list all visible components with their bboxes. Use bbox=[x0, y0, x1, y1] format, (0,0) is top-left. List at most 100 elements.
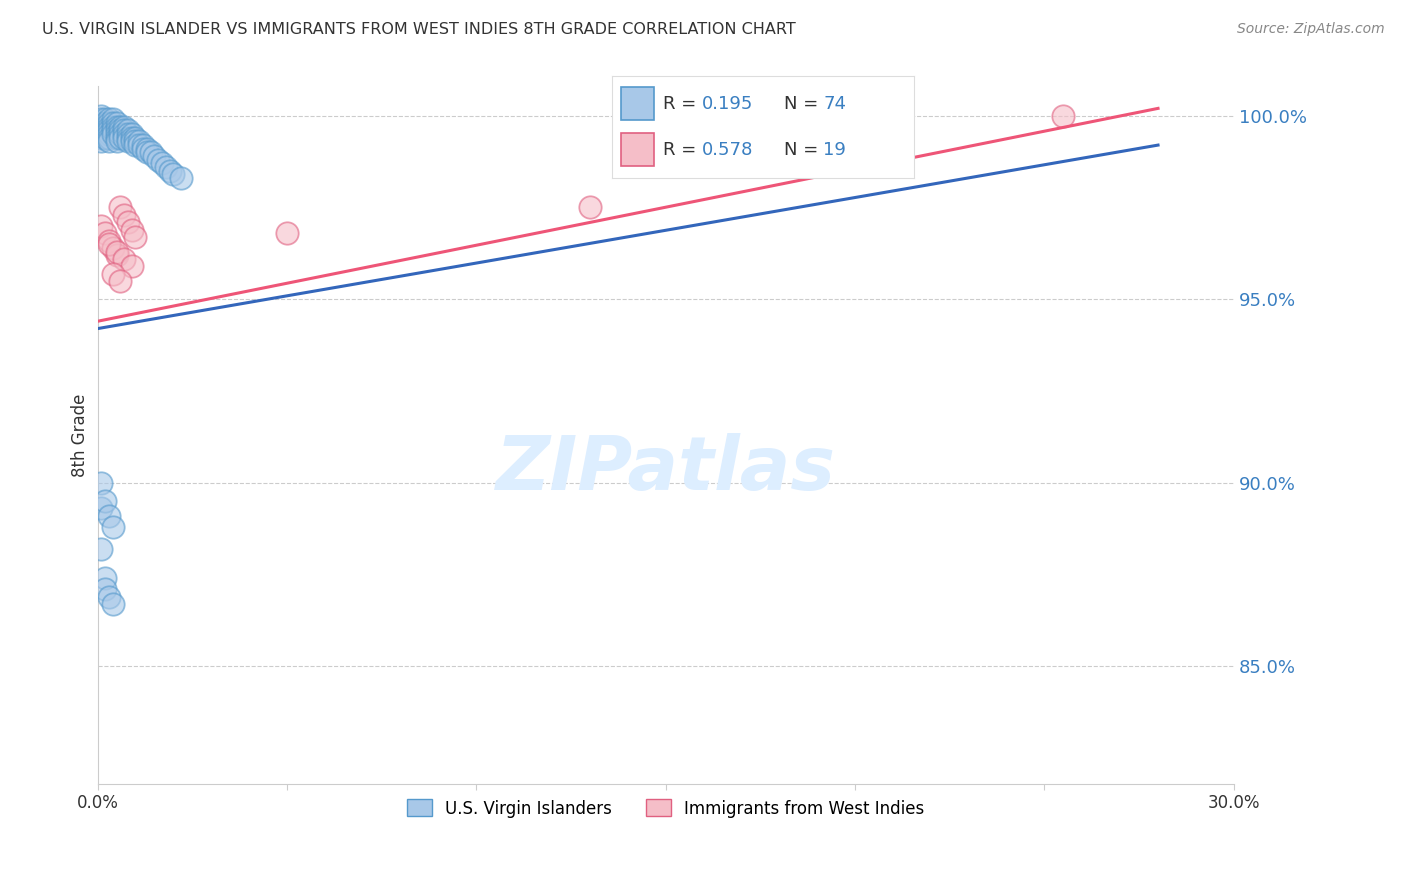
Point bbox=[112, 252, 135, 266]
Point bbox=[135, 145, 157, 160]
Text: N =: N = bbox=[785, 141, 824, 159]
Point bbox=[90, 541, 112, 556]
Point bbox=[94, 116, 117, 130]
Y-axis label: 8th Grade: 8th Grade bbox=[72, 393, 89, 476]
Point bbox=[110, 274, 132, 288]
Bar bbox=[620, 87, 654, 120]
Point bbox=[101, 127, 124, 141]
Point bbox=[105, 120, 128, 134]
Point bbox=[112, 123, 135, 137]
Point bbox=[105, 135, 128, 149]
Point bbox=[139, 145, 162, 160]
Point bbox=[124, 130, 146, 145]
Point bbox=[143, 149, 166, 163]
Text: N =: N = bbox=[785, 95, 824, 112]
Point bbox=[159, 163, 181, 178]
Point bbox=[117, 135, 139, 149]
Point bbox=[124, 230, 146, 244]
Point bbox=[94, 120, 117, 134]
Text: 0.578: 0.578 bbox=[703, 141, 754, 159]
Point bbox=[97, 120, 120, 134]
Bar bbox=[620, 133, 654, 166]
Point bbox=[94, 112, 117, 127]
Point bbox=[117, 123, 139, 137]
Point bbox=[121, 222, 143, 236]
Text: R =: R = bbox=[664, 141, 702, 159]
Point bbox=[94, 226, 117, 240]
Point bbox=[110, 120, 132, 134]
Point bbox=[90, 120, 112, 134]
Point bbox=[97, 237, 120, 252]
Point bbox=[90, 219, 112, 233]
Point bbox=[94, 571, 117, 585]
Point bbox=[97, 135, 120, 149]
Point bbox=[579, 201, 602, 215]
Point bbox=[112, 208, 135, 222]
Point bbox=[105, 116, 128, 130]
Text: R =: R = bbox=[664, 95, 702, 112]
Point bbox=[110, 201, 132, 215]
Point bbox=[117, 127, 139, 141]
Point bbox=[124, 138, 146, 153]
Point bbox=[101, 112, 124, 127]
Point bbox=[121, 130, 143, 145]
Point bbox=[94, 582, 117, 597]
Point bbox=[101, 241, 124, 255]
Point bbox=[155, 160, 177, 174]
Point bbox=[105, 123, 128, 137]
Point bbox=[121, 259, 143, 273]
Point bbox=[90, 112, 112, 127]
Point bbox=[124, 135, 146, 149]
Point bbox=[90, 501, 112, 516]
Point bbox=[146, 153, 169, 167]
Point bbox=[97, 508, 120, 523]
Point bbox=[105, 244, 128, 259]
Point bbox=[112, 120, 135, 134]
Point bbox=[90, 116, 112, 130]
Text: 74: 74 bbox=[824, 95, 846, 112]
Point bbox=[101, 597, 124, 611]
Point bbox=[94, 494, 117, 508]
Point bbox=[105, 127, 128, 141]
Point bbox=[101, 116, 124, 130]
Legend: U.S. Virgin Islanders, Immigrants from West Indies: U.S. Virgin Islanders, Immigrants from W… bbox=[401, 793, 931, 824]
Point bbox=[105, 248, 128, 262]
Point bbox=[105, 130, 128, 145]
Point bbox=[276, 226, 298, 240]
Point bbox=[128, 138, 150, 153]
Point bbox=[101, 120, 124, 134]
Point bbox=[121, 127, 143, 141]
Point bbox=[101, 520, 124, 534]
Point bbox=[94, 123, 117, 137]
Point bbox=[110, 127, 132, 141]
Point bbox=[90, 123, 112, 137]
Point bbox=[97, 112, 120, 127]
Point bbox=[112, 127, 135, 141]
Point bbox=[97, 127, 120, 141]
Point bbox=[97, 123, 120, 137]
Point bbox=[128, 135, 150, 149]
Point bbox=[132, 142, 155, 156]
Point bbox=[110, 123, 132, 137]
Point bbox=[90, 130, 112, 145]
Text: 0.195: 0.195 bbox=[703, 95, 754, 112]
Point bbox=[135, 142, 157, 156]
Text: Source: ZipAtlas.com: Source: ZipAtlas.com bbox=[1237, 22, 1385, 37]
Point bbox=[90, 475, 112, 490]
Point bbox=[121, 135, 143, 149]
Point bbox=[97, 234, 120, 248]
Point bbox=[1052, 109, 1074, 123]
Point bbox=[117, 130, 139, 145]
Point bbox=[110, 130, 132, 145]
Point bbox=[162, 168, 184, 182]
Point bbox=[97, 130, 120, 145]
Point bbox=[101, 267, 124, 281]
Text: U.S. VIRGIN ISLANDER VS IMMIGRANTS FROM WEST INDIES 8TH GRADE CORRELATION CHART: U.S. VIRGIN ISLANDER VS IMMIGRANTS FROM … bbox=[42, 22, 796, 37]
Point bbox=[90, 135, 112, 149]
Point bbox=[101, 123, 124, 137]
Point bbox=[170, 171, 193, 186]
Point bbox=[112, 130, 135, 145]
Point bbox=[94, 127, 117, 141]
Text: 19: 19 bbox=[824, 141, 846, 159]
Point bbox=[90, 109, 112, 123]
